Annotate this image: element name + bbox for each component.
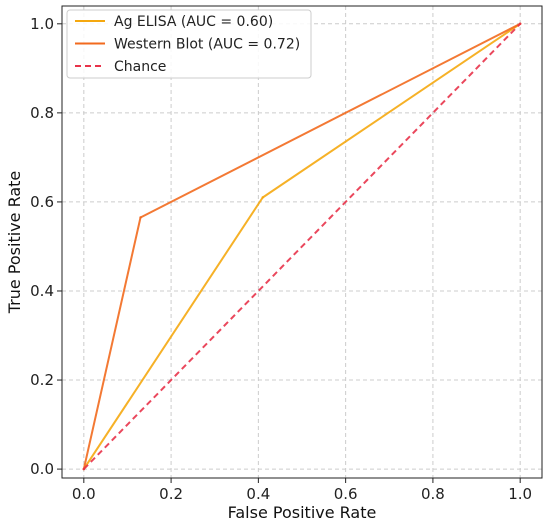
series-0-point-1	[261, 196, 264, 199]
y-axis-title: True Positive Rate	[5, 171, 24, 315]
series-2-point-0	[82, 467, 86, 471]
ticks: 0.0 0.2 0.4 0.6 0.8 1.0 0.0 0.2 0.4 0.6 0.8 1.0	[30, 15, 532, 503]
series-1-point-1	[139, 216, 142, 219]
series-2-point-1	[518, 22, 522, 26]
x-tick-label-4: 0.8	[421, 485, 445, 503]
y-tick-label-2: 0.4	[30, 282, 54, 300]
series-line-2	[83, 23, 521, 470]
legend: Ag ELISA (AUC = 0.60) Western Blot (AUC =…	[66, 9, 312, 79]
x-tick-label-2: 0.4	[246, 485, 270, 503]
x-tick-label-0: 0.0	[72, 485, 96, 503]
legend-box	[66, 9, 312, 79]
y-tick-label-4: 0.8	[30, 104, 54, 122]
legend-label-2: Chance	[114, 59, 166, 75]
x-tick-label-5: 1.0	[508, 485, 532, 503]
y-tick-label-1: 0.2	[30, 371, 54, 389]
x-axis-title: False Positive Rate	[228, 503, 377, 522]
y-tick-label-0: 0.0	[30, 460, 54, 478]
x-tick-label-1: 0.2	[159, 485, 183, 503]
y-tick-label-5: 1.0	[30, 15, 54, 33]
legend-label-1: Western Blot (AUC = 0.72)	[114, 37, 300, 53]
x-tick-label-3: 0.6	[334, 485, 358, 503]
plot-frame	[61, 5, 543, 479]
y-tick-label-3: 0.6	[30, 193, 54, 211]
legend-label-0: Ag ELISA (AUC = 0.60)	[114, 14, 273, 30]
series-layer	[82, 22, 522, 471]
